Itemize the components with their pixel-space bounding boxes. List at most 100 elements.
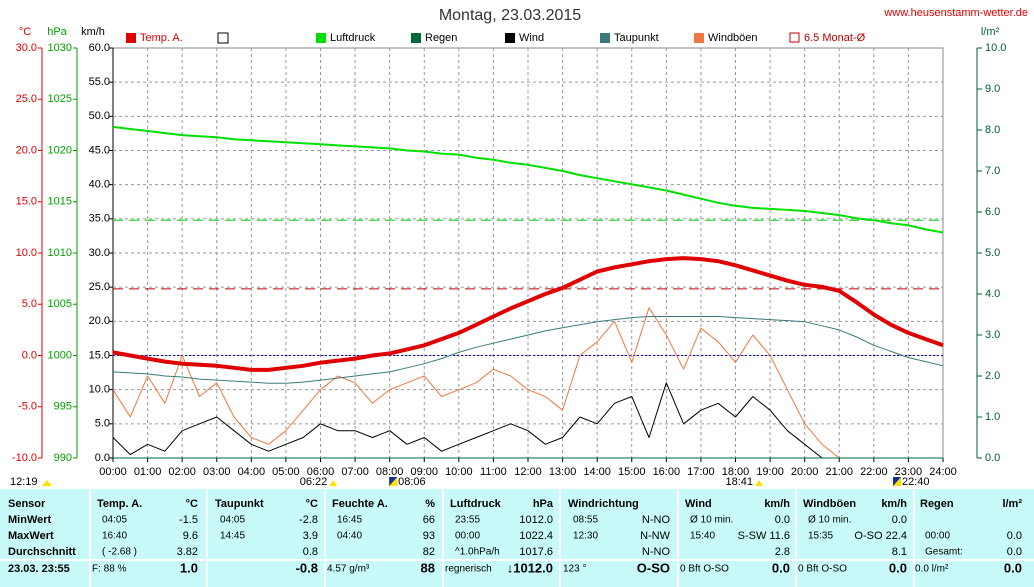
x-tick-label: 05:00 xyxy=(272,466,300,478)
column-header: Temp. A. xyxy=(97,498,142,510)
y-tick-label: 30.0 xyxy=(16,42,37,54)
cell-left: 12:30 xyxy=(573,531,598,542)
column-unit: hPa xyxy=(533,498,554,510)
x-tick-label: 02:00 xyxy=(168,466,196,478)
x-tick-label: 04:00 xyxy=(238,466,266,478)
y-tick-label: 9.0 xyxy=(985,83,1000,95)
cell-left: 14:45 xyxy=(220,531,245,542)
legend-label: Windböen xyxy=(708,32,758,44)
column-unit: l/m² xyxy=(1002,498,1022,510)
y-tick-label: 4.0 xyxy=(985,288,1000,300)
series-line xyxy=(112,307,943,459)
y-tick-label: 1025 xyxy=(48,93,72,105)
cell-left: Ø 10 min. xyxy=(808,515,851,526)
moon-shine xyxy=(893,477,902,486)
row-label: 23.03. 23:55 xyxy=(8,563,70,575)
cell-value: 0.0 xyxy=(775,514,790,526)
cell-value: -0.8 xyxy=(296,560,318,575)
y-tick-label: 35.0 xyxy=(89,213,110,225)
column-header: Windrichtung xyxy=(568,498,639,510)
x-tick-label: 22:00 xyxy=(860,466,888,478)
cell-value: S-SW 11.6 xyxy=(738,530,790,542)
column-header: Windböen xyxy=(803,498,856,510)
y-tick-label: 45.0 xyxy=(89,144,110,156)
column-header: Taupunkt xyxy=(215,498,264,510)
x-tick-label: 21:00 xyxy=(825,466,853,478)
legend-label: Taupunkt xyxy=(614,32,659,44)
cell-value: O-SO xyxy=(637,560,670,575)
y-tick-label: 1010 xyxy=(48,247,72,259)
cell-value: 1017.6 xyxy=(519,546,553,558)
cell-value: 82 xyxy=(423,546,435,558)
y-tick-label: 30.0 xyxy=(89,247,110,259)
x-tick-label: 16:00 xyxy=(653,466,681,478)
x-tick-label: 00:00 xyxy=(99,466,127,478)
cell-left: Ø 10 min. xyxy=(690,515,733,526)
cell-value: 3.82 xyxy=(177,546,198,558)
y-tick-label: 6.0 xyxy=(985,206,1000,218)
cell-value: 9.6 xyxy=(183,530,198,542)
x-tick-label: 24:00 xyxy=(929,466,957,478)
legend-label: 6.5 Monat-Ø xyxy=(804,32,866,44)
y-tick-label: 0.0 xyxy=(95,452,110,464)
legend-label: Wind xyxy=(519,32,544,44)
cell-left: 16:45 xyxy=(337,515,362,526)
y-tick-label: 10.0 xyxy=(16,247,37,259)
cell-left: 04:40 xyxy=(337,531,362,542)
cell-value: 0.0 xyxy=(1007,546,1022,558)
cell-value: N-NO xyxy=(642,546,671,558)
cell-value: 1022.4 xyxy=(519,530,553,542)
x-tick-label: 03:00 xyxy=(203,466,231,478)
cell-left: ^1.0hPa/h xyxy=(455,547,500,558)
y-tick-label: 995 xyxy=(54,401,72,413)
y-tick-label: -10.0 xyxy=(12,452,37,464)
time-marker-label: 22:40 xyxy=(902,476,930,488)
y-tick-label: 15.0 xyxy=(89,349,110,361)
column-header: Luftdruck xyxy=(450,498,502,510)
row-label: Durchschnitt xyxy=(8,546,76,558)
y-tick-label: 1000 xyxy=(48,349,72,361)
x-tick-label: 17:00 xyxy=(687,466,715,478)
cell-left: 16:40 xyxy=(102,531,127,542)
cell-left: 04:05 xyxy=(102,515,127,526)
cell-value: 8.1 xyxy=(892,546,907,558)
cell-left: F: 88 % xyxy=(92,564,127,575)
cell-value: 1012.0 xyxy=(519,514,553,526)
y-tick-label: 40.0 xyxy=(89,179,110,191)
x-tick-label: 11:00 xyxy=(480,466,507,478)
legend-label: Regen xyxy=(425,32,457,44)
cell-value: N-NO xyxy=(642,514,671,526)
x-tick-label: 09:00 xyxy=(410,466,438,478)
series-line xyxy=(112,125,944,234)
y-tick-label: 0.0 xyxy=(22,349,37,361)
legend-swatch xyxy=(126,33,136,43)
cell-left: 00:00 xyxy=(455,531,480,542)
y-tick-label: 10.0 xyxy=(89,384,110,396)
time-marker-label: 06:22 xyxy=(300,476,328,488)
y-tick-label: 60.0 xyxy=(89,42,110,54)
x-tick-label: 20:00 xyxy=(791,466,819,478)
cell-left: regnerisch xyxy=(445,564,492,575)
axis-unit: hPa xyxy=(47,26,67,38)
y-tick-label: 20.0 xyxy=(16,144,37,156)
column-unit: °C xyxy=(186,498,198,510)
column-header: Feuchte A. xyxy=(332,498,388,510)
y-tick-label: 8.0 xyxy=(985,124,1000,136)
y-tick-label: 7.0 xyxy=(985,165,1000,177)
x-tick-label: 06:00 xyxy=(307,466,335,478)
y-tick-label: 1.0 xyxy=(985,411,1000,423)
column-header: Wind xyxy=(685,498,712,510)
column-header: Regen xyxy=(920,498,954,510)
y-tick-label: 2.0 xyxy=(985,370,1000,382)
cell-left: 0.0 l/m² xyxy=(915,564,949,575)
time-marker-label: 12:19 xyxy=(10,476,38,488)
cell-left: 0 Bft O-SO xyxy=(798,564,847,575)
cell-value: 0.0 xyxy=(772,560,790,575)
y-tick-label: 25.0 xyxy=(16,93,37,105)
cell-left: 23:55 xyxy=(455,515,480,526)
axis-unit: °C xyxy=(19,26,31,38)
series-line xyxy=(112,316,944,384)
x-tick-label: 12:00 xyxy=(514,466,542,478)
cell-value: 0.8 xyxy=(303,546,318,558)
